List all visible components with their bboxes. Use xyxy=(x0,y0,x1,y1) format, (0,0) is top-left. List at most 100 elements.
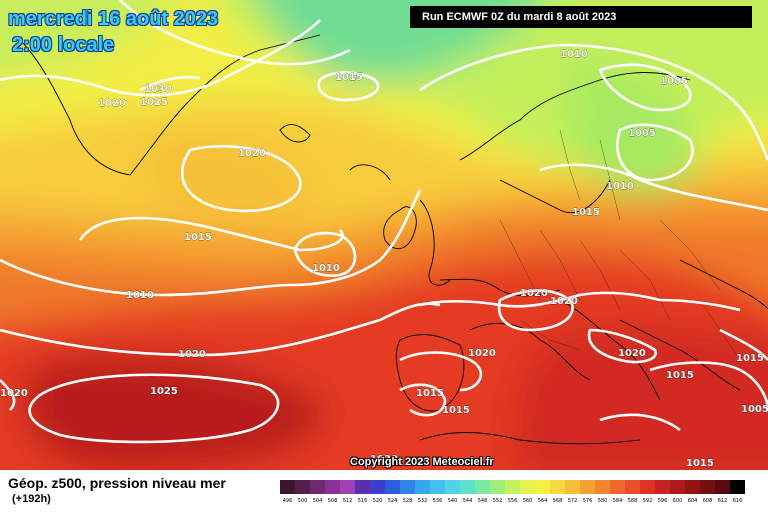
isobar-label: 1020 xyxy=(468,348,496,359)
scale-swatch xyxy=(415,480,430,494)
isobar-label: 1010 xyxy=(312,263,340,274)
scale-swatch xyxy=(505,480,520,494)
scale-swatch xyxy=(655,480,670,494)
scale-label: 504 xyxy=(312,498,323,504)
isobar-label: 1015 xyxy=(335,72,363,83)
scale-label: 520 xyxy=(372,498,383,504)
scale-swatch xyxy=(520,480,535,494)
scale-label: 568 xyxy=(552,498,563,504)
forecast-time: 2:00 locale xyxy=(12,34,115,56)
scale-swatch xyxy=(325,480,340,494)
map-title: Géop. z500, pression niveau mer xyxy=(8,475,226,491)
scale-label: 524 xyxy=(387,498,398,504)
scale-swatch xyxy=(565,480,580,494)
scale-label: 592 xyxy=(642,498,653,504)
scale-swatch xyxy=(445,480,460,494)
scale-label: 528 xyxy=(402,498,413,504)
scale-swatch xyxy=(730,480,745,494)
copyright-notice: Copyright 2023 Meteociel.fr xyxy=(350,456,494,468)
scale-swatch xyxy=(550,480,565,494)
model-run-label: Run ECMWF 0Z du mardi 8 août 2023 xyxy=(410,6,752,28)
isobars xyxy=(0,0,768,442)
scale-label: 604 xyxy=(687,498,698,504)
scale-swatch xyxy=(385,480,400,494)
forecast-lead-time: (+192h) xyxy=(12,493,51,505)
isobar-label: 1005 xyxy=(741,404,768,415)
scale-swatch xyxy=(400,480,415,494)
scale-label: 584 xyxy=(612,498,623,504)
isobar-label: 1015 xyxy=(736,353,764,364)
scale-label: 500 xyxy=(297,498,308,504)
isobar-label: 1005 xyxy=(660,76,688,87)
isobar-label: 1020 xyxy=(550,296,578,307)
scale-swatch xyxy=(460,480,475,494)
scale-label: 540 xyxy=(447,498,458,504)
scale-label: 516 xyxy=(357,498,368,504)
isobar-label: 1010 xyxy=(126,290,154,301)
isobar-label: 1020 xyxy=(98,98,126,109)
scale-label: 552 xyxy=(492,498,503,504)
color-scale-labels: 496 500 504 508 512 516 520 524 528 532 536 540 544 5… xyxy=(280,498,745,504)
scale-label: 512 xyxy=(342,498,353,504)
scale-swatch xyxy=(475,480,490,494)
scale-label: 508 xyxy=(327,498,338,504)
isobar-label: 1025 xyxy=(150,386,178,397)
scale-swatch xyxy=(640,480,655,494)
scale-label: 572 xyxy=(567,498,578,504)
scale-swatch xyxy=(625,480,640,494)
scale-swatch xyxy=(580,480,595,494)
isobar-label: 1020 xyxy=(370,454,398,465)
scale-label: 536 xyxy=(432,498,443,504)
scale-label: 556 xyxy=(507,498,518,504)
scale-swatch xyxy=(430,480,445,494)
isobar-label: 1020 xyxy=(0,388,28,399)
scale-label: 548 xyxy=(477,498,488,504)
scale-label: 580 xyxy=(597,498,608,504)
scale-swatch xyxy=(310,480,325,494)
scale-swatch xyxy=(610,480,625,494)
scale-swatch xyxy=(280,480,295,494)
isobar-label: 1010 xyxy=(560,49,588,60)
scale-label: 612 xyxy=(717,498,728,504)
scale-label: 576 xyxy=(582,498,593,504)
isobar-label: 1030 xyxy=(144,84,172,95)
isobar-label: 1020 xyxy=(618,348,646,359)
scale-swatch xyxy=(535,480,550,494)
isobar-label: 1010 xyxy=(606,181,634,192)
color-scale xyxy=(280,480,745,494)
geopotential-map: 1015 1010 1005 1030 1025 1020 1020 1005 … xyxy=(0,0,768,470)
scale-swatch xyxy=(595,480,610,494)
scale-label: 596 xyxy=(657,498,668,504)
scale-label: 564 xyxy=(537,498,548,504)
scale-swatch xyxy=(700,480,715,494)
isobar-label: 1005 xyxy=(628,128,656,139)
isobar-label: 1020 xyxy=(178,349,206,360)
scale-swatch xyxy=(670,480,685,494)
forecast-date: mercredi 16 août 2023 xyxy=(8,8,219,30)
scale-swatch xyxy=(685,480,700,494)
isobar-label: 1015 xyxy=(416,388,444,399)
isobar-label: 1015 xyxy=(572,207,600,218)
scale-label: 544 xyxy=(462,498,473,504)
coastlines xyxy=(19,34,768,445)
scale-label: 608 xyxy=(702,498,713,504)
scale-label: 532 xyxy=(417,498,428,504)
scale-swatch xyxy=(295,480,310,494)
isobar-label: 1015 xyxy=(686,458,714,469)
isobar-label: 1020 xyxy=(238,148,266,159)
isobar-label: 1015 xyxy=(666,370,694,381)
scale-swatch xyxy=(490,480,505,494)
scale-label: 588 xyxy=(627,498,638,504)
scale-label: 560 xyxy=(522,498,533,504)
scale-label: 600 xyxy=(672,498,683,504)
isobar-labels: 1015 1010 1005 1030 1025 1020 1020 1005 … xyxy=(0,49,768,469)
isobar-label: 1015 xyxy=(442,405,470,416)
scale-swatch xyxy=(370,480,385,494)
scale-label: 496 xyxy=(282,498,293,504)
isobar-label: 1015 xyxy=(184,232,212,243)
scale-swatch xyxy=(715,480,730,494)
isobar-label: 1025 xyxy=(140,97,168,108)
isobar-label: 1020 xyxy=(520,288,548,299)
scale-swatch xyxy=(340,480,355,494)
